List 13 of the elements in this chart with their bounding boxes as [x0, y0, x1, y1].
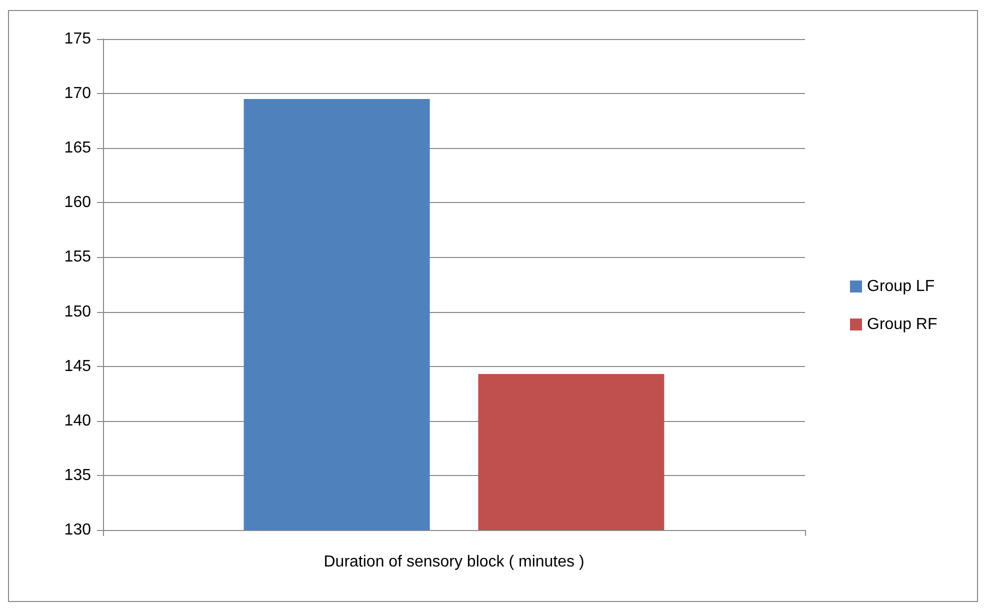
y-tick-label: 165 [64, 140, 92, 157]
x-tick-label: Duration of sensory block ( minutes ) [324, 554, 584, 570]
y-tick-label: 150 [64, 303, 92, 320]
legend-label: Group RF [867, 316, 938, 333]
legend-label: Group LF [867, 278, 935, 295]
y-tick-label: 145 [64, 358, 92, 375]
y-tick-label: 170 [64, 85, 92, 102]
y-tick-label: 140 [64, 412, 92, 430]
y-tick-label: 130 [64, 522, 92, 538]
y-tick-label: 155 [64, 248, 92, 266]
y-tick-label: 175 [64, 30, 92, 48]
y-tick-label: 135 [64, 466, 92, 484]
y-tick-label: 160 [64, 194, 92, 212]
